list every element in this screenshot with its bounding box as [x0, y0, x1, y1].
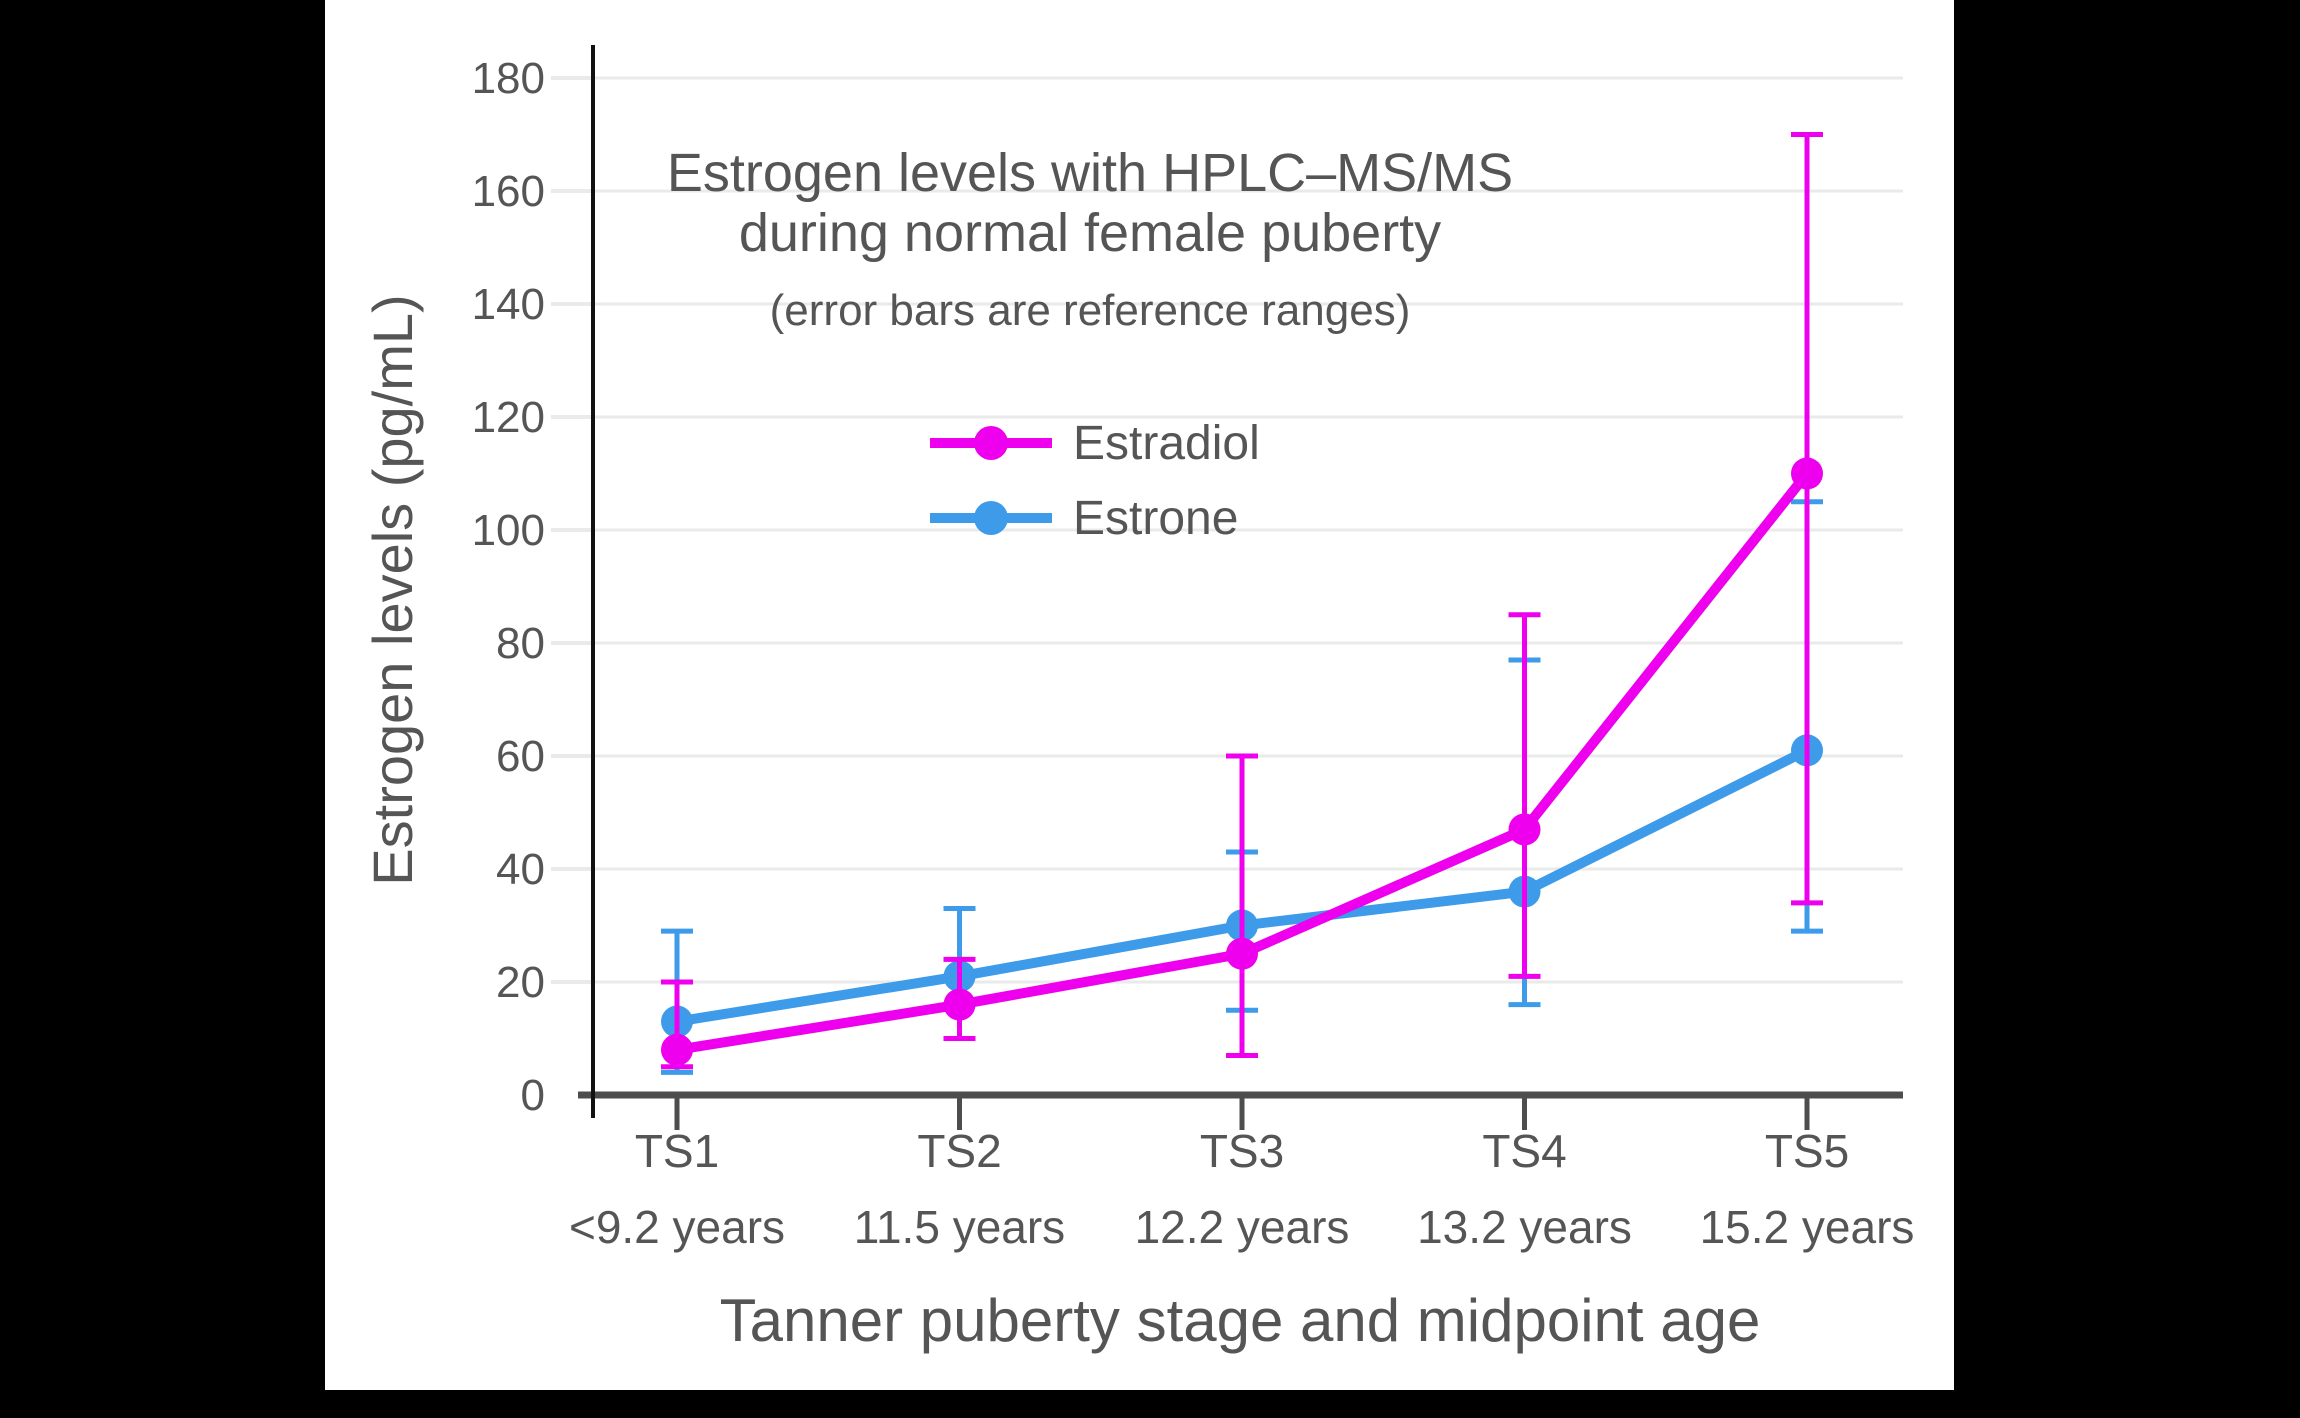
y-tick-label: 140 [472, 280, 545, 329]
data-point [1791, 457, 1823, 490]
legend-item-estradiol[interactable]: Estradiol [930, 417, 1260, 470]
y-tick-label: 160 [472, 167, 545, 216]
estradiol-legend-dot [974, 426, 1008, 460]
y-tick-label: 0 [521, 1071, 545, 1120]
legend-label-estrone: Estrone [1073, 492, 1238, 545]
estrone-legend-dot [974, 501, 1008, 535]
series-estradiol [661, 132, 1823, 1070]
chart-title-line1: Estrogen levels with HPLC–MS/MS [667, 143, 1513, 203]
plot-panel [325, 0, 1954, 1390]
x-tick-label-stage: TS5 [1765, 1125, 1849, 1177]
y-tick-label: 180 [472, 54, 545, 103]
tick-labels-layer: 0 20 40 60 80 100 120 140 160 180 TS1 <9.2 years TS2… [472, 54, 1915, 1253]
x-tick-label-age: 12.2 years [1135, 1201, 1350, 1253]
y-tick-label: 40 [496, 845, 545, 894]
x-tick-label-stage: TS4 [1482, 1125, 1566, 1177]
y-tick-label: 80 [496, 619, 545, 668]
legend: Estradiol Estrone [930, 417, 1260, 545]
chart-subtitle: (error bars are reference ranges) [770, 286, 1411, 335]
y-tick-label: 100 [472, 506, 545, 555]
x-axis-title: Tanner puberty stage and midpoint age [720, 1287, 1761, 1354]
axes-layer [578, 45, 1903, 1130]
y-tick-label: 60 [496, 732, 545, 781]
x-tick-label-age: 15.2 years [1700, 1201, 1915, 1253]
x-tick-label-stage: TS2 [917, 1125, 1001, 1177]
x-tick-label-stage: TS3 [1200, 1125, 1284, 1177]
y-tick-label: 120 [472, 393, 545, 442]
x-tick-label-age: 11.5 years [854, 1201, 1065, 1253]
gridlines-layer [551, 76, 1903, 984]
data-point [943, 988, 976, 1021]
y-tick-label: 20 [496, 958, 545, 1007]
chart-title-line2: during normal female puberty [739, 203, 1441, 263]
x-tick-label-stage: TS1 [635, 1125, 719, 1177]
series-layer [661, 132, 1823, 1075]
data-point [1508, 813, 1541, 846]
legend-item-estrone[interactable]: Estrone [930, 492, 1238, 545]
legend-label-estradiol: Estradiol [1073, 417, 1260, 470]
x-tick-label-age: <9.2 years [569, 1201, 785, 1253]
y-axis-title: Estrogen levels (pg/mL) [361, 294, 424, 885]
data-point [661, 1033, 693, 1066]
data-point [1226, 937, 1258, 970]
x-tick-label-age: 13.2 years [1417, 1201, 1632, 1253]
